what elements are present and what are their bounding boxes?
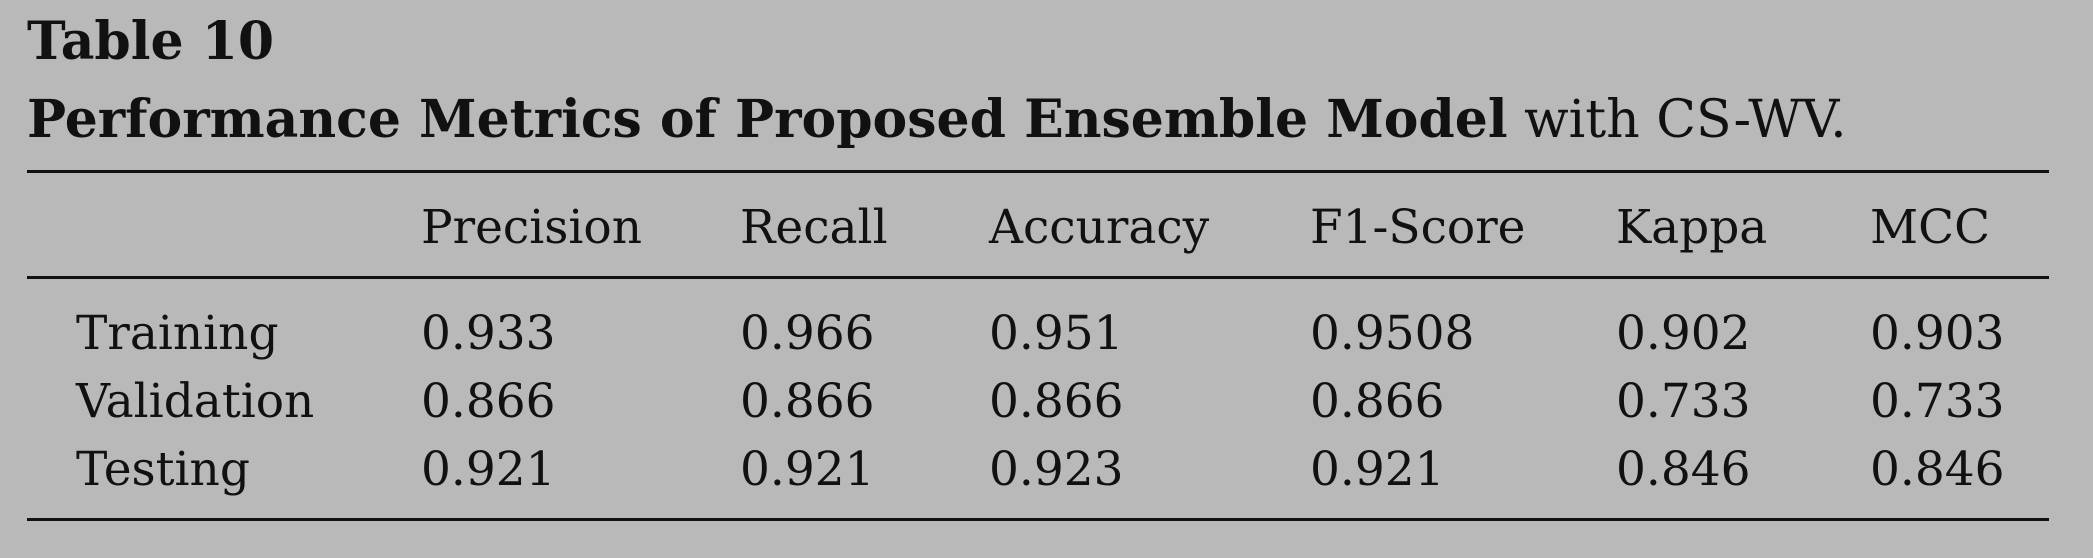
cell-testing-recall: 0.921: [740, 442, 875, 497]
header-f1-score: F1-Score: [1310, 200, 1526, 255]
top-rule: [27, 170, 2049, 173]
cell-training-recall: 0.966: [740, 306, 875, 361]
cell-validation-recall: 0.866: [740, 374, 875, 429]
cell-validation-mcc: 0.733: [1870, 374, 2005, 429]
header-mcc: MCC: [1870, 200, 1991, 255]
table-label: Table 10: [27, 11, 275, 72]
cell-validation-precision: 0.866: [421, 374, 556, 429]
cell-testing-f1-score: 0.921: [1310, 442, 1445, 497]
table-caption: Performance Metrics of Proposed Ensemble…: [27, 86, 1847, 154]
cell-validation-kappa: 0.733: [1616, 374, 1751, 429]
cell-validation-accuracy: 0.866: [989, 374, 1124, 429]
bottom-rule: [27, 518, 2049, 521]
header-accuracy: Accuracy: [989, 200, 1210, 255]
row-label-validation: Validation: [76, 374, 315, 429]
cell-testing-precision: 0.921: [421, 442, 556, 497]
row-label-training: Training: [76, 306, 279, 361]
header-rule: [27, 276, 2049, 279]
cell-testing-accuracy: 0.923: [989, 442, 1124, 497]
header-precision: Precision: [421, 200, 642, 255]
cell-training-kappa: 0.902: [1616, 306, 1751, 361]
cell-validation-f1-score: 0.866: [1310, 374, 1445, 429]
row-label-testing: Testing: [76, 442, 250, 497]
cell-training-f1-score: 0.9508: [1310, 306, 1475, 361]
caption-bold-text: Performance Metrics of Proposed Ensemble…: [27, 89, 1508, 150]
cell-training-mcc: 0.903: [1870, 306, 2005, 361]
header-recall: Recall: [740, 200, 888, 255]
cell-testing-kappa: 0.846: [1616, 442, 1751, 497]
caption-regular-text: with CS-WV.: [1507, 90, 1847, 150]
cell-training-accuracy: 0.951: [989, 306, 1124, 361]
header-kappa: Kappa: [1616, 200, 1768, 255]
cell-testing-mcc: 0.846: [1870, 442, 2005, 497]
cell-training-precision: 0.933: [421, 306, 556, 361]
